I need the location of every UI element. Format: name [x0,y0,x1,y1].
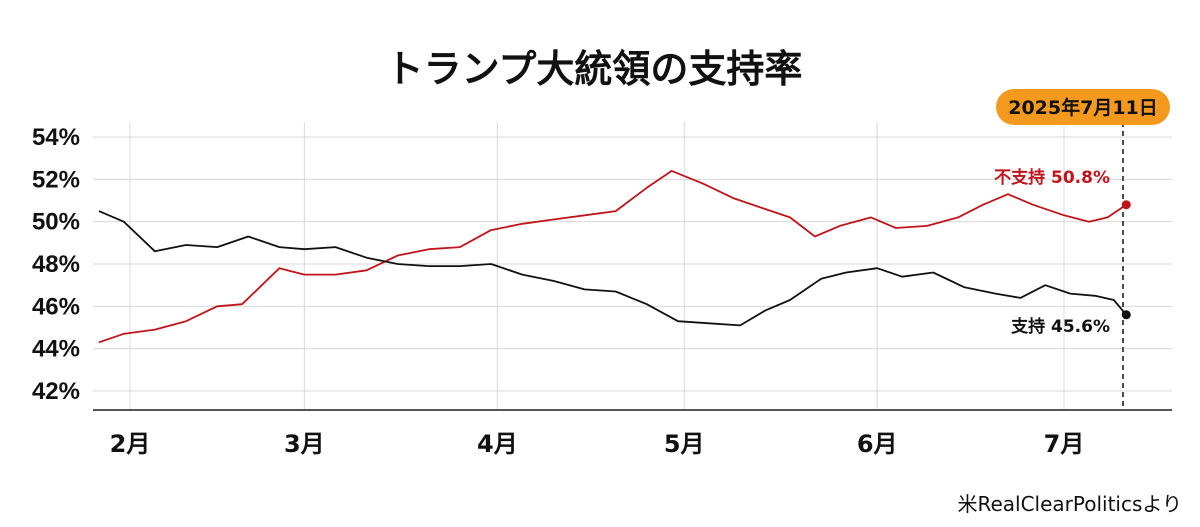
y-tick-label: 50% [32,209,80,236]
x-tick-label: 3月 [284,430,325,458]
y-axis-ticks: 54% 52% 50% 48% 46% 44% 42% [32,124,80,405]
x-tick-label: 2月 [110,430,151,458]
y-tick-label: 46% [32,293,80,320]
x-tick-label: 7月 [1044,430,1085,458]
disapprove-series-line [98,170,1127,344]
x-tick-label: 6月 [857,430,898,458]
approve-end-point [1121,310,1131,320]
y-tick-label: 42% [32,378,80,405]
x-tick-label: 5月 [664,430,705,458]
date-badge-background [996,89,1170,125]
disapprove-end-label: 不支持 50.8% [994,167,1110,188]
y-tick-label: 48% [32,251,80,278]
y-tick-label: 54% [32,124,80,151]
chart-title: トランプ大統領の支持率 [386,47,803,91]
approve-end-label: 支持 45.6% [1011,316,1110,337]
end-points [1121,200,1131,320]
y-tick-label: 44% [32,336,80,363]
x-tick-label: 4月 [477,430,518,458]
date-badge-label: 2025年7月11日 [1008,96,1158,119]
source-note: 米RealClearPoliticsより [957,492,1182,516]
current-date-badge: 2025年7月11日 [996,89,1170,125]
series-lines [98,170,1127,344]
gridlines [93,122,1172,410]
disapprove-end-point [1121,200,1131,210]
approve-series-line [98,210,1127,327]
x-axis-ticks: 2月 3月 4月 5月 6月 7月 [110,430,1085,458]
y-tick-label: 52% [32,166,80,193]
